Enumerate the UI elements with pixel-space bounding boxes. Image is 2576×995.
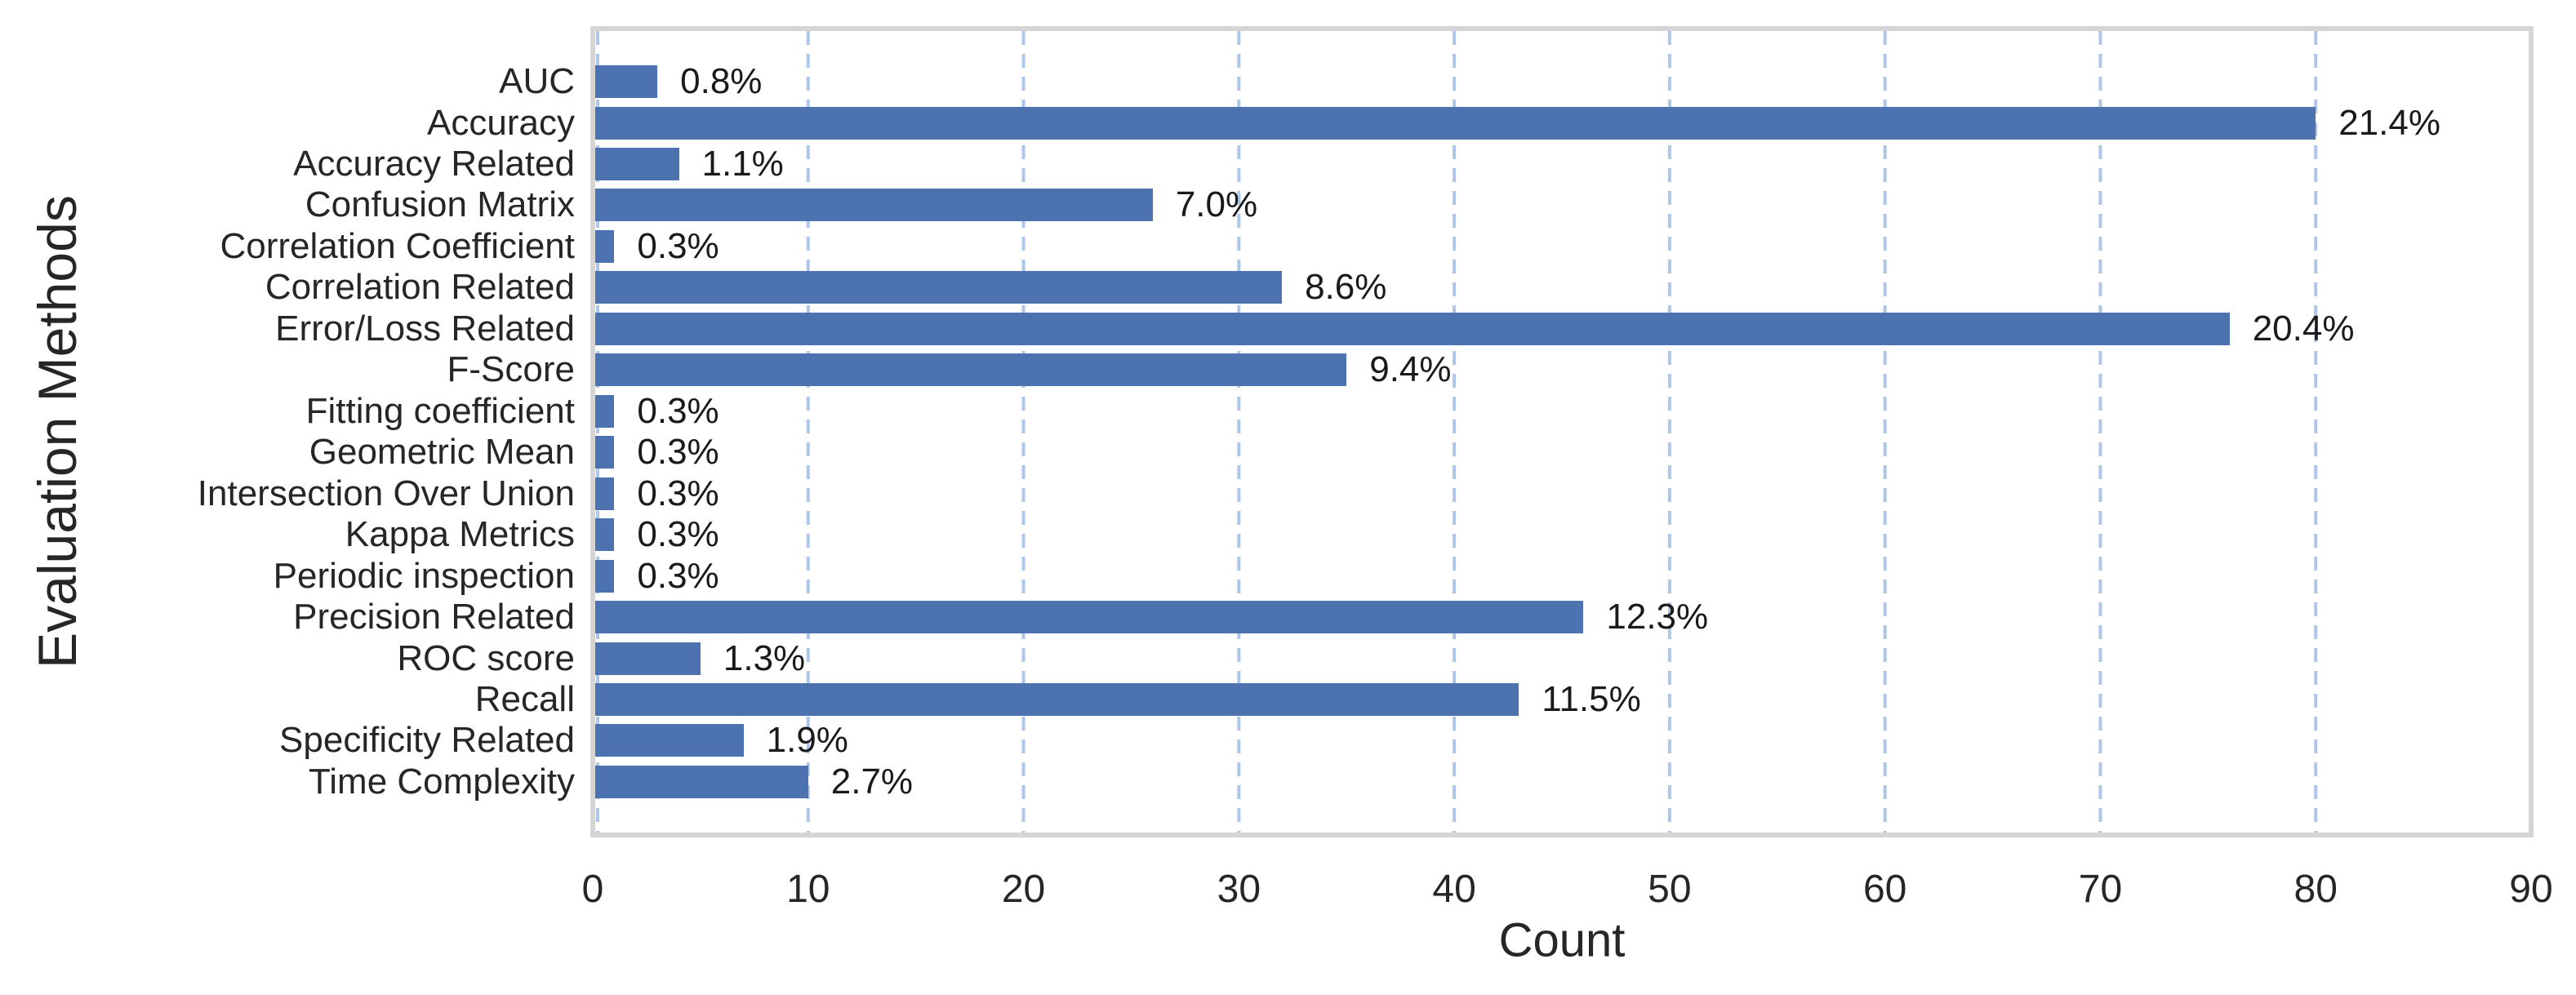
bar: [593, 353, 1346, 386]
category-label: Precision Related: [293, 597, 575, 637]
value-label: 0.3%: [637, 514, 719, 555]
plot-border: [590, 26, 2534, 837]
bar: [593, 271, 1282, 304]
y-axis-title: Evaluation Methods: [27, 195, 87, 669]
value-label: 0.8%: [680, 61, 763, 102]
x-tick-label: 50: [1648, 868, 1692, 911]
category-label: F-Score: [447, 349, 575, 390]
bar: [593, 683, 1519, 716]
bar: [593, 65, 657, 98]
category-label: AUC: [499, 61, 575, 102]
value-label: 9.4%: [1369, 349, 1452, 390]
bar: [593, 642, 701, 675]
bar: [593, 724, 744, 757]
category-label: Recall: [474, 678, 575, 719]
x-tick-label: 60: [1862, 868, 1907, 911]
x-tick-label: 70: [2078, 868, 2123, 911]
value-label: 12.3%: [1606, 597, 1709, 637]
value-label: 0.3%: [637, 225, 719, 266]
value-label: 0.3%: [637, 473, 719, 513]
bar: [593, 395, 614, 428]
value-label: 21.4%: [2338, 102, 2440, 143]
bar: [593, 107, 2316, 140]
bar: [593, 518, 614, 551]
category-label: Correlation Related: [265, 267, 575, 308]
value-label: 11.5%: [1542, 678, 1641, 719]
category-label: Correlation Coefficient: [220, 225, 575, 266]
category-label: Accuracy: [427, 102, 575, 143]
bar: [593, 766, 808, 798]
bar: [593, 148, 679, 180]
bar: [593, 189, 1153, 221]
x-tick-label: 90: [2509, 868, 2553, 911]
value-label: 1.3%: [723, 637, 806, 678]
category-label: Fitting coefficient: [305, 390, 575, 431]
x-axis-title: Count: [1498, 913, 1626, 967]
category-label: ROC score: [397, 637, 575, 678]
value-label: 0.3%: [637, 390, 719, 431]
category-label: Geometric Mean: [309, 432, 575, 473]
bar: [593, 601, 1583, 633]
value-label: 8.6%: [1305, 267, 1387, 308]
bar: [593, 436, 614, 469]
value-label: 0.3%: [637, 432, 719, 473]
category-label: Accuracy Related: [293, 144, 575, 184]
value-label: 0.3%: [637, 555, 719, 596]
x-tick-label: 10: [786, 868, 830, 911]
bar: [593, 478, 614, 510]
x-tick-label: 0: [581, 868, 604, 911]
bar: [593, 230, 614, 263]
category-label: Error/Loss Related: [275, 308, 575, 349]
category-label: Periodic inspection: [273, 555, 575, 596]
bar: [593, 560, 614, 593]
bar: [593, 313, 2230, 345]
value-label: 2.7%: [830, 761, 914, 802]
x-tick-label: 40: [1432, 868, 1476, 911]
value-label: 7.0%: [1175, 184, 1258, 225]
x-tick-label: 80: [2293, 868, 2338, 911]
category-label: Time Complexity: [309, 761, 575, 802]
category-label: Specificity Related: [279, 720, 575, 761]
x-tick-label: 30: [1217, 868, 1261, 911]
category-label: Confusion Matrix: [305, 184, 575, 225]
category-label: Intersection Over Union: [197, 473, 575, 513]
value-label: 20.4%: [2252, 308, 2355, 349]
value-label: 1.1%: [701, 144, 784, 184]
x-tick-label: 20: [1001, 868, 1046, 911]
value-label: 1.9%: [766, 720, 848, 761]
category-label: Kappa Metrics: [345, 514, 575, 555]
